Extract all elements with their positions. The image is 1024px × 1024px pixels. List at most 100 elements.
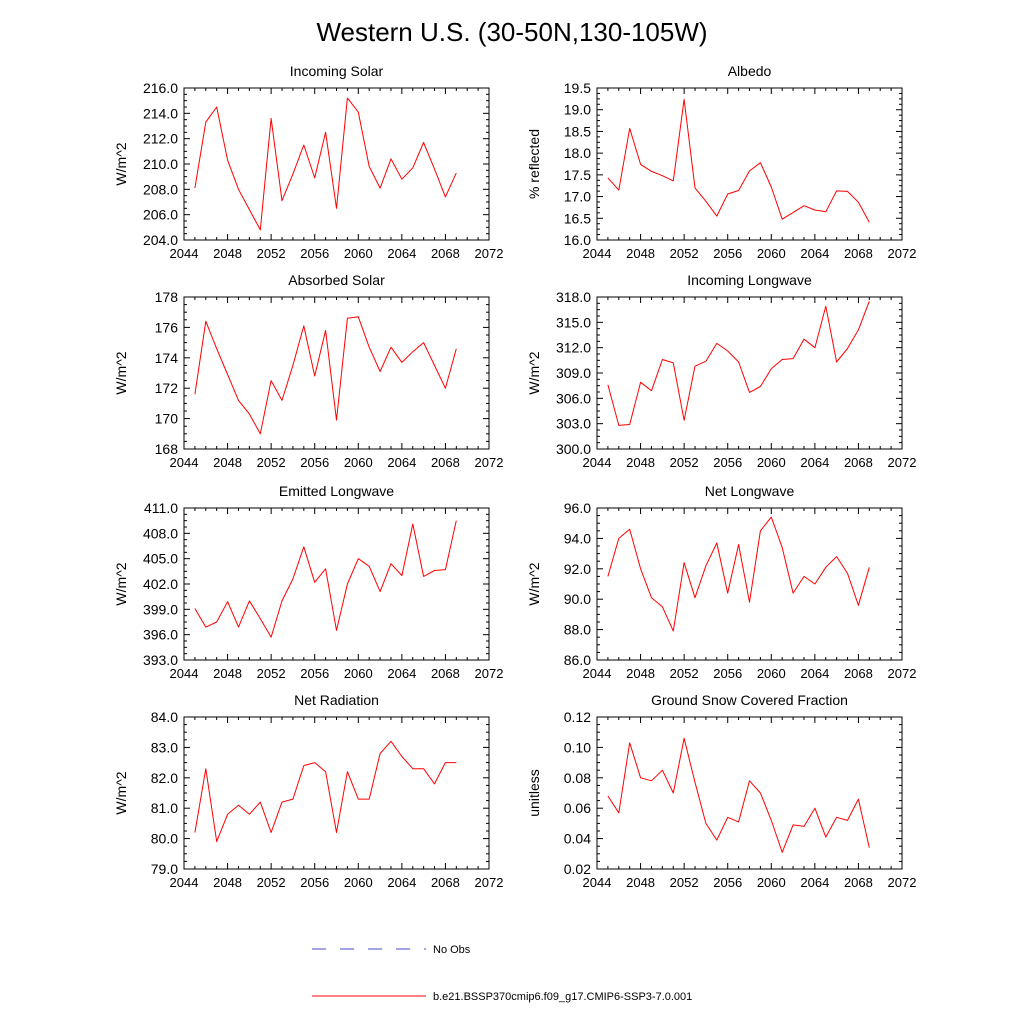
series-line-incoming-longwave — [607, 301, 870, 426]
chart-absorbed-solar: Absorbed Solar W/m^2 2044 2048 2052 2056 2060 2… — [113, 272, 503, 470]
y-tick-label: 172 — [155, 380, 179, 396]
y-axis-label-absorbed-solar: W/m^2 — [113, 351, 129, 394]
x-tick-label: 2064 — [800, 246, 829, 261]
chart-title-incoming-longwave: Incoming Longwave — [687, 272, 812, 288]
x-tick-label: 2056 — [300, 666, 329, 681]
x-tick-label: 2068 — [431, 875, 460, 890]
x-tick-label: 2056 — [713, 666, 742, 681]
x-tick-label: 2052 — [257, 666, 286, 681]
x-tick-label: 2056 — [713, 875, 742, 890]
chart-ground-snow-covered-fraction: Ground Snow Covered Fraction unitless 2044… — [526, 692, 916, 890]
x-tick-label: 2064 — [387, 246, 416, 261]
y-tick-label: 214.0 — [143, 105, 178, 121]
x-tick-label: 2044 — [583, 666, 612, 681]
y-tick-label: 19.0 — [564, 102, 591, 118]
series-line-albedo — [607, 98, 870, 223]
x-tick-label: 2064 — [387, 666, 416, 681]
x-tick-label: 2044 — [583, 246, 612, 261]
y-tick-label: 19.5 — [564, 80, 591, 96]
y-tick-label: 393.0 — [143, 652, 178, 668]
x-tick-label: 2056 — [300, 875, 329, 890]
chart-net-longwave: Net Longwave W/m^2 2044 2048 2052 2056 2060 206… — [526, 483, 916, 681]
figure-title: Western U.S. (30-50N,130-105W) — [316, 17, 707, 47]
x-tick-label: 2044 — [170, 455, 199, 470]
x-tick-label: 2060 — [344, 875, 373, 890]
y-axis-label-emitted-longwave: W/m^2 — [113, 562, 129, 605]
x-tick-label: 2044 — [583, 875, 612, 890]
y-tick-label: 176 — [155, 319, 179, 335]
x-tick-label: 2044 — [170, 666, 199, 681]
x-tick-label: 2048 — [213, 246, 242, 261]
chart-incoming-longwave: Incoming Longwave W/m^2 2044 2048 2052 2056 20… — [526, 272, 916, 470]
x-tick-label: 2072 — [475, 875, 504, 890]
x-tick-label: 2072 — [888, 666, 917, 681]
x-tick-label: 2060 — [757, 455, 786, 470]
series-line-emitted-longwave — [194, 520, 457, 638]
x-tick-label: 2048 — [626, 246, 655, 261]
x-tick-label: 2068 — [431, 666, 460, 681]
y-axis-label-albedo: % reflected — [526, 129, 542, 199]
y-tick-label: 212.0 — [143, 131, 178, 147]
series-line-absorbed-solar — [194, 316, 457, 435]
y-tick-label: 86.0 — [564, 652, 591, 668]
y-axis-label-net-radiation: W/m^2 — [113, 771, 129, 814]
y-tick-label: 17.5 — [564, 167, 591, 183]
x-tick-label: 2048 — [626, 875, 655, 890]
plot-frame-incoming-longwave — [596, 296, 903, 450]
y-tick-label: 318.0 — [556, 289, 591, 305]
y-tick-label: 94.0 — [564, 530, 591, 546]
y-tick-label: 206.0 — [143, 207, 178, 223]
y-tick-label: 79.0 — [151, 861, 178, 877]
y-tick-label: 81.0 — [151, 800, 178, 816]
x-tick-label: 2044 — [170, 246, 199, 261]
y-tick-label: 309.0 — [556, 365, 591, 381]
y-tick-label: 315.0 — [556, 314, 591, 330]
y-tick-label: 0.06 — [564, 800, 591, 816]
chart-emitted-longwave: Emitted Longwave W/m^2 2044 2048 2052 2056 206… — [113, 483, 503, 681]
x-tick-label: 2072 — [475, 666, 504, 681]
y-tick-label: 168 — [155, 441, 179, 457]
y-tick-label: 16.5 — [564, 210, 591, 226]
x-tick-label: 2064 — [800, 666, 829, 681]
series-line-net-longwave — [607, 516, 870, 632]
x-tick-label: 2060 — [757, 875, 786, 890]
x-tick-label: 2052 — [670, 875, 699, 890]
x-tick-label: 2068 — [431, 246, 460, 261]
x-tick-label: 2052 — [670, 455, 699, 470]
y-tick-label: 90.0 — [564, 591, 591, 607]
y-tick-label: 92.0 — [564, 561, 591, 577]
y-tick-label: 96.0 — [564, 500, 591, 516]
x-tick-label: 2048 — [626, 455, 655, 470]
plot-frame-net-radiation — [183, 716, 490, 870]
series-line-incoming-solar — [194, 97, 457, 231]
y-tick-label: 300.0 — [556, 441, 591, 457]
x-tick-label: 2044 — [170, 875, 199, 890]
x-tick-label: 2052 — [257, 875, 286, 890]
y-tick-label: 84.0 — [151, 709, 178, 725]
plot-frame-net-longwave — [596, 507, 903, 661]
y-tick-label: 178 — [155, 289, 179, 305]
x-tick-label: 2060 — [344, 455, 373, 470]
x-tick-label: 2044 — [583, 455, 612, 470]
chart-title-incoming-solar: Incoming Solar — [290, 63, 384, 79]
x-tick-label: 2052 — [670, 246, 699, 261]
x-tick-label: 2048 — [213, 666, 242, 681]
y-tick-label: 399.0 — [143, 601, 178, 617]
plot-frame-incoming-solar — [183, 87, 490, 241]
y-tick-label: 83.0 — [151, 739, 178, 755]
x-tick-label: 2056 — [300, 246, 329, 261]
y-tick-label: 306.0 — [556, 390, 591, 406]
x-tick-label: 2060 — [344, 666, 373, 681]
y-axis-label-ground-snow-covered-fraction: unitless — [526, 769, 542, 816]
y-tick-label: 408.0 — [143, 525, 178, 541]
x-tick-label: 2072 — [888, 875, 917, 890]
y-axis-label-incoming-longwave: W/m^2 — [526, 351, 542, 394]
series-line-ground-snow-covered-fraction — [607, 737, 870, 853]
x-tick-label: 2064 — [387, 875, 416, 890]
y-tick-label: 0.10 — [564, 739, 591, 755]
y-tick-label: 18.0 — [564, 145, 591, 161]
plot-frame-ground-snow-covered-fraction — [596, 716, 903, 870]
x-tick-label: 2060 — [757, 246, 786, 261]
chart-incoming-solar: Incoming Solar W/m^2 2044 2048 2052 2056 2060 2… — [113, 63, 503, 261]
